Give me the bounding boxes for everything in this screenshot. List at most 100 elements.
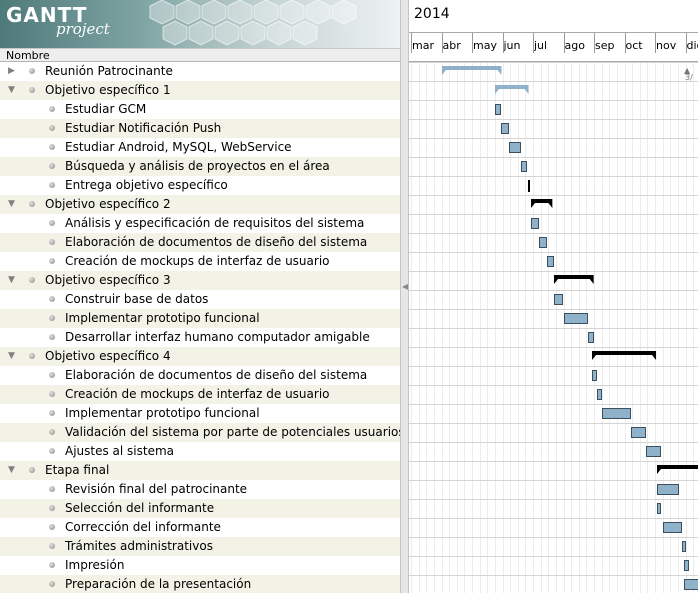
summary-bar[interactable] xyxy=(656,465,698,479)
task-name[interactable]: Revisión final del patrocinante xyxy=(65,482,248,496)
task-name[interactable]: Implementar prototipo funcional xyxy=(65,406,260,420)
row-gridline xyxy=(409,309,698,310)
scroll-up-icon[interactable]: ▲ xyxy=(684,66,691,75)
task-name[interactable]: Impresión xyxy=(65,558,125,572)
task-name[interactable]: Entrega objetivo específico xyxy=(65,178,228,192)
task-name[interactable]: Análisis y especificación de requisitos … xyxy=(65,216,365,230)
tree-row[interactable]: Trámites administrativos xyxy=(0,537,400,556)
tree-row[interactable]: ▼ Objetivo específico 1 xyxy=(0,81,400,100)
task-name[interactable]: Ajustes al sistema xyxy=(65,444,175,458)
tree-row[interactable]: ▶ Reunión Patrocinante xyxy=(0,62,400,81)
task-bar[interactable] xyxy=(630,427,646,438)
task-bar[interactable] xyxy=(520,161,527,172)
task-bar[interactable] xyxy=(494,104,501,115)
task-name[interactable]: Creación de mockups de interfaz de usuar… xyxy=(65,254,330,268)
task-bar[interactable] xyxy=(656,503,662,514)
tree-row[interactable]: Implementar prototipo funcional xyxy=(0,309,400,328)
task-name[interactable]: Estudiar Notificación Push xyxy=(65,121,222,135)
task-tree[interactable]: ▶ Reunión Patrocinante ▼ Objetivo específic… xyxy=(0,62,400,593)
collapse-arrow-icon[interactable]: ▼ xyxy=(8,465,15,475)
task-name[interactable]: Reunión Patrocinante xyxy=(45,64,173,78)
summary-bar[interactable] xyxy=(494,85,531,99)
task-bar[interactable] xyxy=(601,408,631,419)
tree-row[interactable]: ▼ Objetivo específico 4 xyxy=(0,347,400,366)
task-bar[interactable] xyxy=(592,370,598,381)
task-name[interactable]: Preparación de la presentación xyxy=(65,577,252,591)
splitter-arrow-icon[interactable]: ◀ xyxy=(402,282,409,291)
tree-row[interactable]: ▼ Objetivo específico 2 xyxy=(0,195,400,214)
task-bar[interactable] xyxy=(508,142,521,153)
tree-column-header-name[interactable]: Nombre xyxy=(0,48,400,62)
tree-row[interactable]: Implementar prototipo funcional xyxy=(0,404,400,423)
task-name[interactable]: Objetivo específico 3 xyxy=(45,273,171,287)
task-bullet-icon xyxy=(49,524,55,530)
task-name[interactable]: Validación del sistema por parte de pote… xyxy=(65,425,400,439)
task-name[interactable]: Elaboración de documentos de diseño del … xyxy=(65,368,368,382)
tree-row[interactable]: Revisión final del patrocinante xyxy=(0,480,400,499)
tree-row[interactable]: Estudiar Notificación Push xyxy=(0,119,400,138)
tree-row[interactable]: ▼ Objetivo específico 3 xyxy=(0,271,400,290)
tree-row[interactable]: Preparación de la presentación xyxy=(0,575,400,593)
task-name[interactable]: Selección del informante xyxy=(65,501,215,515)
task-bar[interactable] xyxy=(500,123,509,134)
task-bar[interactable] xyxy=(546,256,555,267)
collapse-arrow-icon[interactable]: ▼ xyxy=(8,199,15,209)
summary-bar[interactable] xyxy=(554,275,596,289)
tree-row[interactable]: Elaboración de documentos de diseño del … xyxy=(0,233,400,252)
task-name[interactable]: Objetivo específico 1 xyxy=(45,83,171,97)
tree-row[interactable]: Estudiar Android, MySQL, WebService xyxy=(0,138,400,157)
tree-row[interactable]: Validación del sistema por parte de pote… xyxy=(0,423,400,442)
task-name[interactable]: Estudiar GCM xyxy=(65,102,147,116)
expand-arrow-icon[interactable]: ▶ xyxy=(8,66,15,76)
task-name[interactable]: Corrección del informante xyxy=(65,520,221,534)
tree-row[interactable]: Elaboración de documentos de diseño del … xyxy=(0,366,400,385)
collapse-arrow-icon[interactable]: ▼ xyxy=(8,85,15,95)
summary-bar[interactable] xyxy=(441,66,503,80)
task-bar[interactable] xyxy=(656,484,680,495)
tree-row[interactable]: Construir base de datos xyxy=(0,290,400,309)
summary-bar[interactable] xyxy=(531,199,554,213)
milestone-marker[interactable] xyxy=(528,180,531,192)
tree-row[interactable]: Análisis y especificación de requisitos … xyxy=(0,214,400,233)
task-bar[interactable] xyxy=(597,389,602,400)
task-name[interactable]: Búsqueda y análisis de proyectos en el á… xyxy=(65,159,330,173)
tree-row[interactable]: Creación de mockups de interfaz de usuar… xyxy=(0,385,400,404)
task-name[interactable]: Creación de mockups de interfaz de usuar… xyxy=(65,387,330,401)
task-name[interactable]: Implementar prototipo funcional xyxy=(65,311,260,325)
task-name[interactable]: Construir base de datos xyxy=(65,292,209,306)
tree-row[interactable]: ▼ Etapa final xyxy=(0,461,400,480)
tree-row[interactable]: Selección del informante xyxy=(0,499,400,518)
task-bar[interactable] xyxy=(531,218,540,229)
task-bar[interactable] xyxy=(587,332,594,343)
task-bar[interactable] xyxy=(539,237,547,248)
tree-row[interactable]: Creación de mockups de interfaz de usuar… xyxy=(0,252,400,271)
task-name[interactable]: Desarrollar interfaz humano computador a… xyxy=(65,330,370,344)
task-bar[interactable] xyxy=(683,579,698,590)
collapse-arrow-icon[interactable]: ▼ xyxy=(8,275,15,285)
task-bar[interactable] xyxy=(682,541,687,552)
task-bar[interactable] xyxy=(554,294,564,305)
task-name[interactable]: Estudiar Android, MySQL, WebService xyxy=(65,140,292,154)
task-name[interactable]: Objetivo específico 2 xyxy=(45,197,171,211)
tree-row[interactable]: Búsqueda y análisis de proyectos en el á… xyxy=(0,157,400,176)
tree-row[interactable]: Impresión xyxy=(0,556,400,575)
task-name[interactable]: Objetivo específico 4 xyxy=(45,349,171,363)
pane-splitter[interactable] xyxy=(400,0,409,593)
week-gridline xyxy=(624,62,626,593)
task-name[interactable]: Etapa final xyxy=(45,463,110,477)
task-name[interactable]: Trámites administrativos xyxy=(65,539,213,553)
tree-row[interactable]: Corrección del informante xyxy=(0,518,400,537)
tree-row[interactable]: Entrega objetivo específico xyxy=(0,176,400,195)
task-bar[interactable] xyxy=(683,560,689,571)
task-bar[interactable] xyxy=(563,313,588,324)
summary-bar[interactable] xyxy=(592,351,658,365)
task-bar[interactable] xyxy=(645,446,662,457)
collapse-arrow-icon[interactable]: ▼ xyxy=(8,351,15,361)
week-gridline xyxy=(411,62,412,593)
tree-row[interactable]: Ajustes al sistema xyxy=(0,442,400,461)
tree-row[interactable]: Desarrollar interfaz humano computador a… xyxy=(0,328,400,347)
tree-row[interactable]: Estudiar GCM xyxy=(0,100,400,119)
task-bar[interactable] xyxy=(662,522,683,533)
task-name[interactable]: Elaboración de documentos de diseño del … xyxy=(65,235,368,249)
